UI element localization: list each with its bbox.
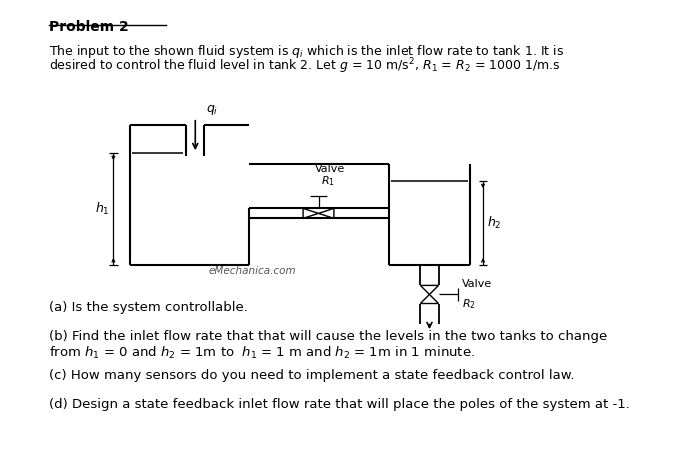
Text: eMechanica.com: eMechanica.com (208, 266, 296, 276)
Text: (d) Design a state feedback inlet flow rate that will place the poles of the sys: (d) Design a state feedback inlet flow r… (49, 398, 630, 411)
Text: Problem 2: Problem 2 (49, 20, 129, 34)
Text: (a) Is the system controllable.: (a) Is the system controllable. (49, 301, 248, 314)
Text: The input to the shown fluid system is $q_i$ which is the inlet flow rate to tan: The input to the shown fluid system is $… (49, 43, 564, 60)
Text: (c) How many sensors do you need to implement a state feedback control law.: (c) How many sensors do you need to impl… (49, 369, 575, 382)
Text: (b) Find the inlet flow rate that that will cause the levels in the two tanks to: (b) Find the inlet flow rate that that w… (49, 330, 608, 361)
Text: $q_i$: $q_i$ (206, 103, 219, 117)
Text: Valve: Valve (462, 279, 492, 289)
Text: $h_1$: $h_1$ (95, 201, 110, 217)
Text: $R_2$: $R_2$ (462, 297, 475, 310)
Text: $R_1$: $R_1$ (321, 174, 335, 188)
Text: desired to control the fluid level in tank 2. Let $g$ = 10 m/s$^2$, $R_1$ = $R_2: desired to control the fluid level in ta… (49, 56, 561, 76)
Text: Valve: Valve (315, 164, 345, 174)
Text: $h_2$: $h_2$ (487, 215, 502, 231)
